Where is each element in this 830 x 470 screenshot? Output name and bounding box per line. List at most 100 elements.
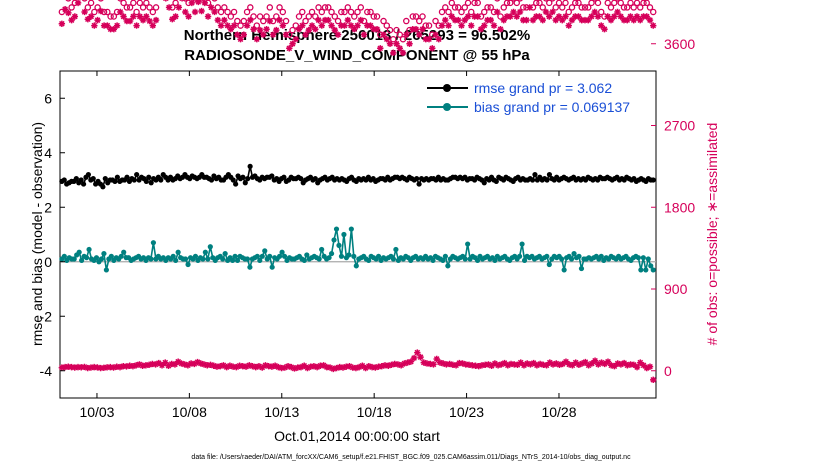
x-axis-label: Oct.01,2014 00:00:00 start (274, 428, 440, 444)
obs_count_low-point (120, 363, 127, 370)
obs_assimilated-point (471, 13, 478, 20)
obs_possible-point (458, 8, 465, 16)
obs_possible-point (328, 8, 335, 16)
obs_assimilated-point (568, 16, 576, 24)
obs_assimilated-point (65, 9, 72, 17)
obs_count_low-point (139, 362, 146, 369)
obs_possible-point (497, 13, 504, 20)
obs_possible-point (139, 4, 147, 11)
legend-bias-marker (443, 103, 451, 111)
obs_assimilated-point (650, 22, 657, 29)
obs_possible-point (386, 26, 394, 34)
bias-point (234, 257, 241, 263)
obs_assimilated-point (594, 13, 602, 20)
obs_count_low-point (123, 363, 130, 370)
obs_assimilated-point (347, 22, 355, 29)
obs_possible-point (393, 26, 400, 34)
rmse-point (208, 177, 215, 183)
obs_count_low-point (491, 360, 499, 367)
obs_assimilated-point (282, 31, 290, 38)
obs_possible-point (143, 0, 150, 7)
obs_possible-point (81, 0, 88, 2)
obs_possible-point (152, 4, 160, 11)
obs_count_low-point (233, 363, 240, 371)
bias-point (276, 253, 283, 259)
obs_assimilated-point (117, 8, 124, 16)
obs_assimilated-point (474, 13, 481, 20)
bias-point (108, 253, 114, 259)
obs_assimilated-point (464, 13, 472, 20)
bias-point (232, 253, 238, 259)
rmse-point (131, 177, 137, 183)
obs_count_low-point (275, 363, 282, 371)
obs_assimilated-point (432, 31, 439, 38)
obs_possible-point (250, 13, 257, 20)
obs_count_low-point (87, 364, 95, 371)
obs_assimilated-point (338, 22, 345, 29)
bias-point (568, 256, 575, 262)
obs_count_low-point (103, 364, 111, 371)
obs_assimilated-point (503, 13, 511, 20)
obs_count_low-point (349, 364, 356, 371)
obs_assimilated-point (175, 4, 183, 11)
obs_count_low-point (569, 362, 576, 369)
obs_assimilated-point (497, 26, 504, 33)
obs_assimilated-point (208, 4, 215, 11)
obs_assimilated-point (253, 36, 261, 43)
obs_assimilated-point (269, 31, 277, 38)
bias-point (650, 267, 656, 273)
y-right-tick-label: 0 (664, 363, 672, 379)
obs_possible-point (273, 13, 280, 20)
obs_count_low-point (355, 363, 363, 371)
obs_count_low-point (310, 363, 318, 370)
bias-point (247, 264, 253, 270)
bias-point (598, 253, 604, 259)
obs_count_low-point (259, 364, 266, 371)
obs_possible-point (565, 8, 572, 16)
obs_assimilated-point (120, 13, 127, 20)
bias-point (353, 263, 359, 269)
obs_assimilated-point (412, 26, 420, 33)
obs_count_low-point (236, 362, 243, 369)
obs_possible-point (198, 0, 205, 2)
obs_possible-point (442, 4, 449, 11)
obs_possible-point (419, 13, 426, 20)
obs_possible-point (517, 0, 523, 2)
bias-point (267, 253, 273, 259)
obs_count_low-point (184, 362, 192, 369)
obs_count_low-point (216, 363, 224, 370)
bias-point (492, 257, 498, 263)
obs_assimilated-point (165, 4, 173, 11)
bias-point (86, 246, 92, 253)
obs_count_low-point (575, 361, 583, 369)
bias-point (71, 256, 77, 262)
obs_assimilated-point (607, 16, 615, 24)
rmse-point (73, 176, 79, 182)
obs_possible-point (487, 4, 495, 11)
bias-point (182, 256, 189, 262)
obs_assimilated-point (84, 16, 92, 23)
obs_count_low-point (394, 361, 402, 368)
obs_possible-point (380, 17, 387, 25)
obs_count_low-point (559, 360, 566, 368)
bias-point (175, 249, 181, 255)
obs_count_low-point (278, 364, 285, 372)
obs_possible-point (510, 0, 517, 2)
obs_possible-point (617, 0, 624, 7)
obs_possible-point (123, 4, 131, 11)
rmse-point (493, 178, 499, 184)
obs_assimilated-point (162, 0, 169, 2)
obs_assimilated-point (565, 22, 572, 29)
obs_assimilated-point (302, 31, 309, 38)
obs_count_low-point (527, 361, 534, 368)
obs_count_low-point (514, 361, 521, 369)
obs_possible-point (597, 8, 605, 16)
obs_count_low-point (391, 360, 398, 368)
obs_assimilated-point (643, 13, 650, 20)
obs_possible-point (305, 13, 313, 20)
obs_count_low-point (255, 363, 263, 370)
rmse-point (544, 177, 550, 183)
obs_assimilated-point (451, 16, 459, 24)
rmse-point (143, 178, 149, 184)
obs_assimilated-point (516, 8, 524, 16)
